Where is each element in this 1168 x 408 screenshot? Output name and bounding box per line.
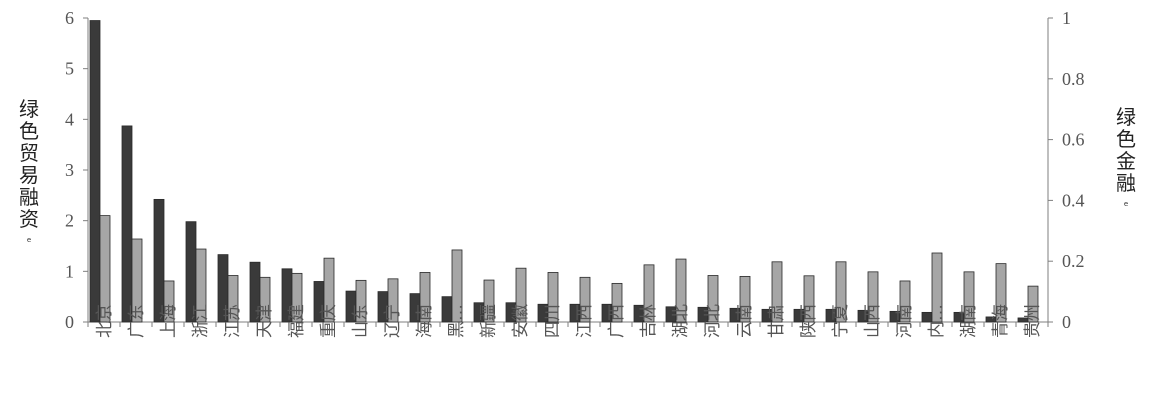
x-tick-label: 宁夏 [831,304,851,338]
bar-green-finance [707,275,719,323]
y-axis-title-right-char: 色 [1116,127,1136,151]
y-axis-title-right-char: 金 [1116,149,1136,173]
x-tick-label: 内… [927,304,947,338]
x-tick-label: 新疆 [479,304,499,338]
x-tick-label: 安徽 [511,304,531,338]
y-tick-label-left: 2 [65,211,74,231]
x-tick-label: 河北 [703,304,723,338]
y-tick-label-right: 0.8 [1062,69,1085,89]
bar-green-trade-finance [153,198,165,323]
x-tick-label: 吉林 [639,304,659,338]
y-tick-label-right: 0 [1062,312,1071,332]
y-tick-label-right: 0.6 [1062,130,1085,150]
x-tick-label: 甘肃 [767,304,787,338]
x-tick-label: 陕西 [799,304,819,338]
bar-green-finance [579,276,591,323]
x-tick-label: 山东 [351,304,371,338]
x-tick-label: 广东 [127,304,147,338]
x-tick-label: 江苏 [223,304,243,338]
bar-green-trade-finance [121,125,133,323]
x-tick-label: 贵州 [1023,304,1043,338]
y-axis-title-right-char: 融 [1116,171,1136,195]
bars [89,20,1039,323]
bar-green-finance [515,267,527,323]
x-tick-label: 海南 [415,304,435,338]
bar-green-finance [195,248,207,323]
bar-green-finance [355,279,367,323]
y-tick-label-left: 0 [65,312,74,332]
y-tick-label-right: 0.2 [1062,251,1085,271]
bar-green-finance [867,271,879,323]
x-tick-label: 江西 [575,304,595,338]
bar-green-finance [739,275,751,323]
x-tick-label: 山西 [863,304,883,338]
category-labels: 北京 广东 上海 浙江 江苏 天津 福建 重庆 山东 辽宁 海南 黑… 新疆 安徽 四川 江西 广西 吉林 湖北 河北… [87,304,1049,338]
x-tick-label: 浙江 [191,304,211,338]
bar-green-finance [771,261,783,323]
bar-green-finance [995,263,1007,323]
y-axis-title-right-char: 绿 [1116,105,1136,129]
bar-green-finance [547,272,559,323]
x-tick-label: 北京 [95,304,115,338]
bar-green-finance [1027,285,1039,323]
x-tick-label: 上海 [159,304,179,338]
bar-green-finance [419,272,431,323]
x-tick-label: 福建 [287,304,307,338]
y-axis-title-left-char: 贸 [19,141,39,165]
y-tick-label-left: 4 [65,109,74,129]
y-tick-label-left: 3 [65,160,74,180]
x-tick-label: 四川 [543,304,563,338]
y-axis-title-left-char: 融 [19,185,39,209]
bar-green-finance [451,249,463,323]
x-tick-label: 重庆 [319,304,339,338]
x-tick-label: 湖北 [671,304,691,338]
bar-green-finance [931,252,943,323]
y-tick-label-left: 1 [65,261,74,281]
y-axis-title-left-char: 绿 [19,97,39,121]
x-tick-label: 湖南 [959,304,979,338]
bar-green-finance [643,264,655,323]
bar-green-finance [387,278,399,323]
y-axis-title-left-char: 色 [19,119,39,143]
bar-green-finance [483,279,495,323]
y-axis-title-right-mark: e [1124,200,1128,208]
x-tick-label: 黑… [447,304,467,338]
bar-green-finance [835,261,847,323]
y-axis-title-left-char: 易 [19,163,39,187]
bar-green-finance [259,276,271,323]
x-tick-label: 天津 [255,304,275,338]
y-tick-label-right: 1 [1062,8,1071,28]
bar-green-finance [899,280,911,323]
bar-green-finance [323,257,335,323]
bar-green-finance [99,215,111,323]
bar-green-trade-finance [89,20,101,323]
y-axis-title-left-mark: e [27,236,31,244]
bar-green-finance [803,275,815,323]
bar-green-finance [131,238,143,323]
x-tick-label: 云南 [735,304,755,338]
x-tick-label: 河南 [895,304,915,338]
bar-green-finance [227,275,239,323]
bar-green-finance [675,258,687,323]
x-tick-label: 青海 [991,304,1011,338]
bar-green-finance [163,280,175,323]
y-tick-label-left: 5 [65,59,74,79]
x-tick-label: 广西 [607,304,627,338]
bar-green-finance [291,272,303,323]
bar-green-finance [611,282,623,323]
ticks: 0 1 2 3 4 5 6 0 0.2 0.4 0.6 0.8 1 [65,8,1085,332]
x-tick-label: 辽宁 [383,304,403,338]
y-tick-label-left: 6 [65,8,74,28]
y-tick-label-right: 0.4 [1062,190,1085,210]
bar-green-finance [963,271,975,323]
y-axis-title-left-char: 资 [19,207,39,231]
